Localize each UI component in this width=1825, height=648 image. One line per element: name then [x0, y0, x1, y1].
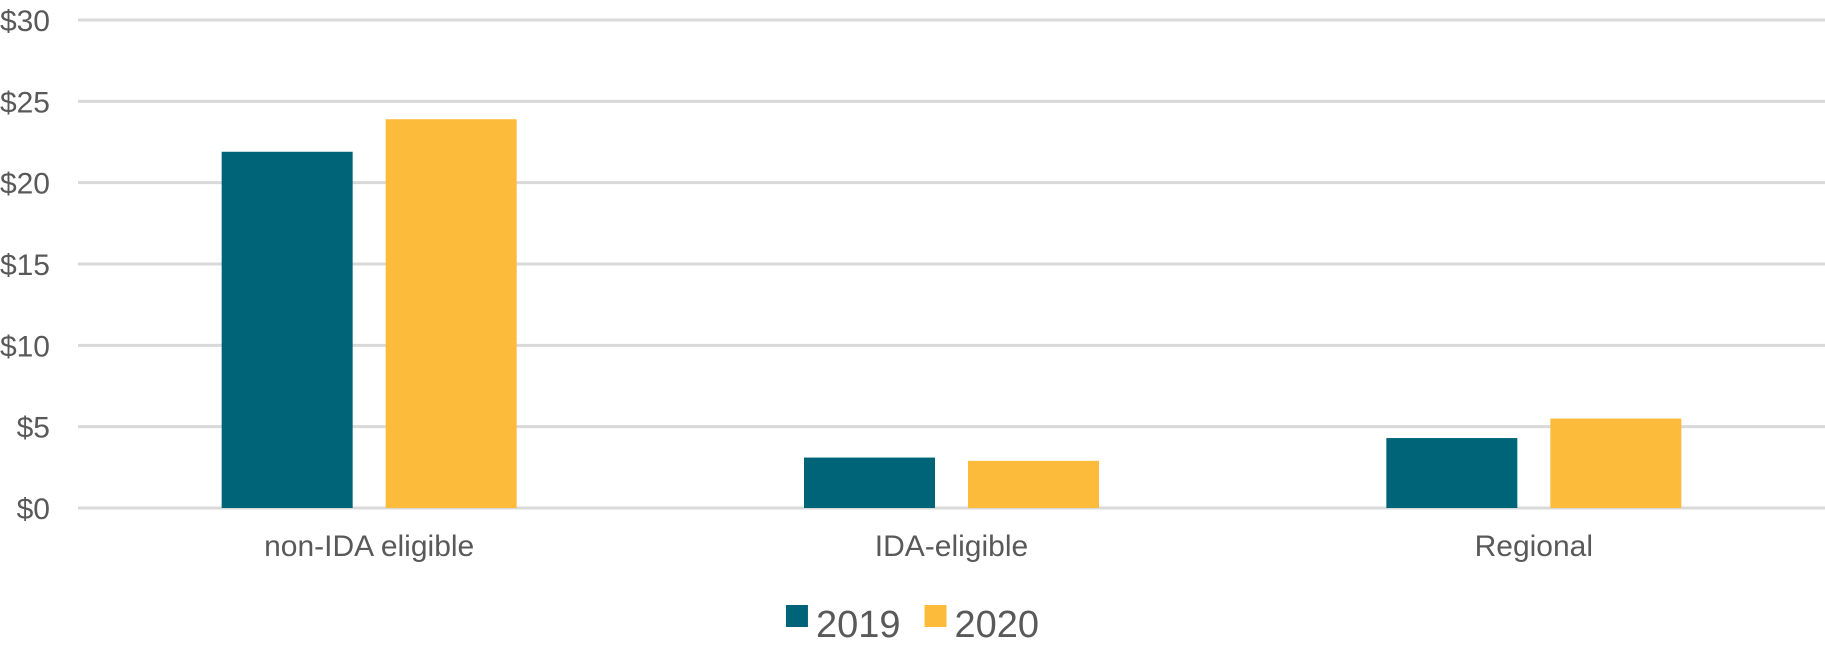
- category-label: Regional: [1475, 530, 1593, 563]
- legend-swatch: [785, 605, 808, 627]
- legend-label: 2019: [816, 604, 901, 646]
- y-tick-label: $30: [0, 5, 50, 38]
- bar-2020-non-ida-eligible: [385, 119, 517, 508]
- bar-2019-regional: [1386, 438, 1518, 508]
- y-tick-label: $0: [17, 493, 50, 526]
- bar-2019-ida-eligible: [804, 457, 935, 508]
- legend-item-2019: 2019: [785, 604, 901, 646]
- y-tick-label: $20: [0, 168, 50, 201]
- legend-label: 2020: [955, 604, 1040, 646]
- legend-swatch: [924, 605, 947, 627]
- bar-2019-non-ida-eligible: [221, 151, 353, 508]
- legend: 2019 2020: [785, 604, 1040, 646]
- bar-2020-regional: [1550, 418, 1682, 508]
- legend-item-2020: 2020: [924, 604, 1040, 646]
- category-label: IDA-eligible: [875, 530, 1028, 563]
- bars: [221, 119, 1682, 508]
- y-tick-label: $5: [17, 412, 50, 445]
- y-tick-label: $15: [0, 249, 50, 282]
- x-axis-category-labels: non-IDA eligible IDA-eligible Regional: [264, 530, 1593, 563]
- y-axis-tick-labels: $0 $5 $10 $15 $20 $25 $30: [0, 5, 50, 526]
- category-label: non-IDA eligible: [264, 530, 474, 563]
- gridlines: [78, 18, 1825, 510]
- bar-2020-ida-eligible: [968, 460, 1099, 508]
- y-tick-label: $10: [0, 330, 50, 363]
- y-tick-label: $25: [0, 86, 50, 119]
